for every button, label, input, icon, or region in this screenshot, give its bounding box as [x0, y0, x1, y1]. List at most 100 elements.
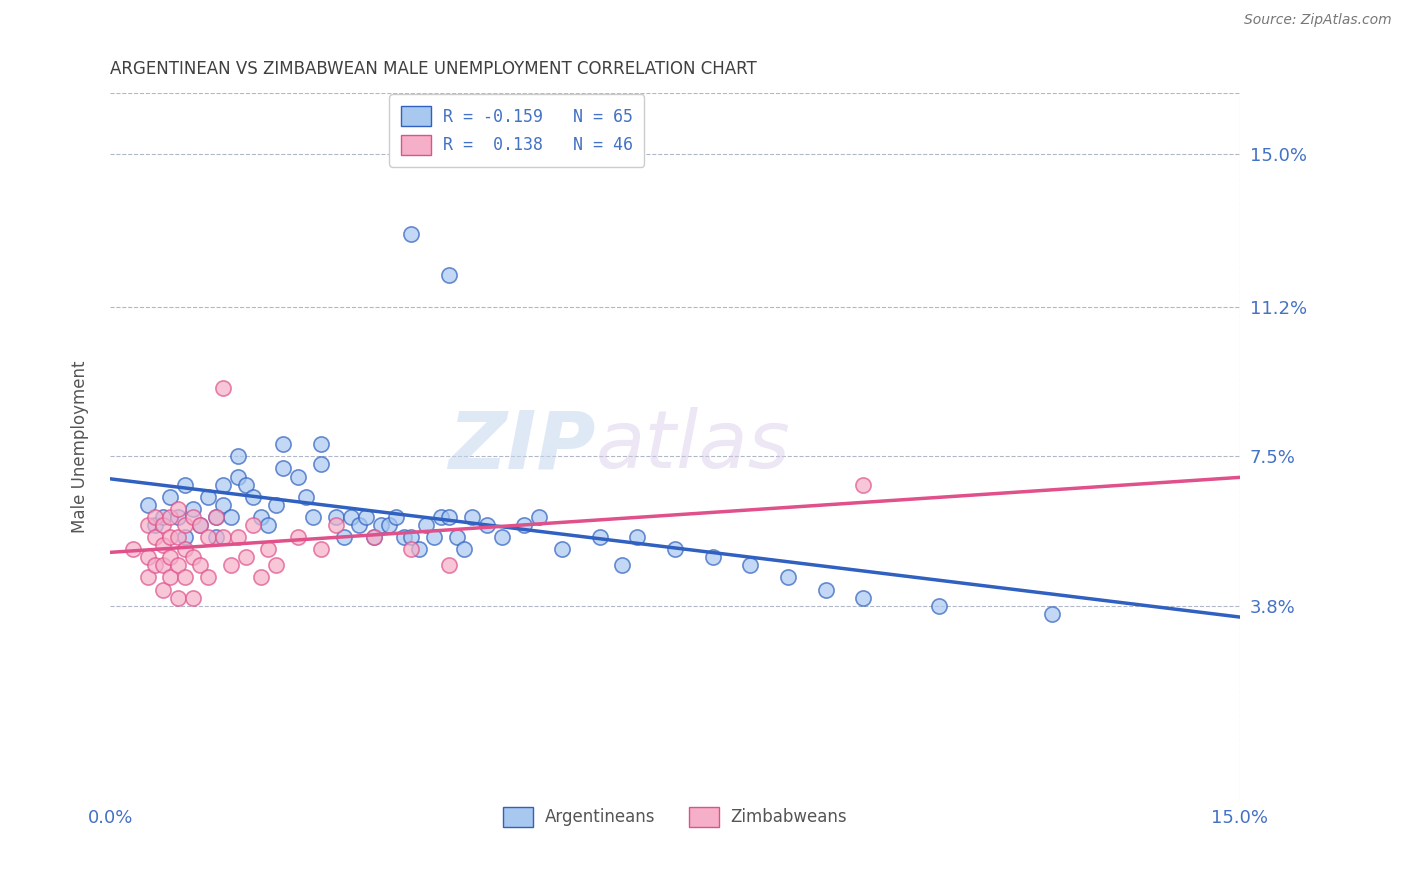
Point: [226, 530, 249, 544]
Point: [423, 530, 446, 544]
Point: [242, 518, 264, 533]
Point: [181, 550, 204, 565]
Point: [212, 498, 235, 512]
Point: [152, 518, 174, 533]
Point: [475, 518, 498, 533]
Point: [529, 510, 551, 524]
Point: [401, 542, 423, 557]
Point: [385, 510, 408, 524]
Point: [197, 530, 219, 544]
Point: [197, 490, 219, 504]
Point: [852, 591, 875, 605]
Point: [453, 542, 475, 557]
Point: [309, 437, 332, 451]
Point: [430, 510, 453, 524]
Point: [204, 530, 226, 544]
Point: [136, 498, 159, 512]
Point: [219, 558, 242, 573]
Point: [370, 518, 392, 533]
Point: [401, 227, 423, 242]
Point: [242, 490, 264, 504]
Point: [159, 530, 181, 544]
Text: ZIP: ZIP: [449, 408, 596, 485]
Point: [354, 510, 377, 524]
Point: [166, 530, 188, 544]
Point: [143, 558, 166, 573]
Point: [287, 469, 309, 483]
Point: [204, 510, 226, 524]
Point: [197, 570, 219, 584]
Point: [159, 550, 181, 565]
Point: [166, 501, 188, 516]
Legend: Argentineans, Zimbabweans: Argentineans, Zimbabweans: [496, 800, 853, 834]
Point: [212, 381, 235, 395]
Point: [190, 518, 212, 533]
Point: [302, 510, 325, 524]
Point: [347, 518, 370, 533]
Point: [287, 530, 309, 544]
Y-axis label: Male Unemployment: Male Unemployment: [72, 360, 89, 533]
Point: [143, 510, 166, 524]
Point: [174, 477, 197, 491]
Point: [271, 437, 294, 451]
Point: [249, 510, 271, 524]
Point: [136, 518, 159, 533]
Point: [363, 530, 385, 544]
Point: [143, 530, 166, 544]
Point: [181, 591, 204, 605]
Point: [212, 530, 235, 544]
Point: [551, 542, 574, 557]
Point: [928, 599, 950, 613]
Point: [190, 518, 212, 533]
Point: [664, 542, 686, 557]
Point: [226, 469, 249, 483]
Point: [212, 477, 235, 491]
Point: [166, 510, 188, 524]
Point: [166, 558, 188, 573]
Point: [612, 558, 634, 573]
Point: [295, 490, 318, 504]
Point: [226, 450, 249, 464]
Point: [776, 570, 799, 584]
Point: [174, 542, 197, 557]
Point: [1040, 607, 1063, 621]
Point: [166, 591, 188, 605]
Point: [235, 550, 257, 565]
Point: [159, 510, 181, 524]
Point: [437, 558, 460, 573]
Point: [408, 542, 430, 557]
Point: [740, 558, 762, 573]
Point: [377, 518, 399, 533]
Point: [309, 458, 332, 472]
Point: [446, 530, 468, 544]
Text: Source: ZipAtlas.com: Source: ZipAtlas.com: [1244, 13, 1392, 28]
Point: [152, 558, 174, 573]
Point: [152, 510, 174, 524]
Point: [626, 530, 648, 544]
Point: [152, 582, 174, 597]
Point: [249, 570, 271, 584]
Text: ARGENTINEAN VS ZIMBABWEAN MALE UNEMPLOYMENT CORRELATION CHART: ARGENTINEAN VS ZIMBABWEAN MALE UNEMPLOYM…: [110, 60, 756, 78]
Point: [814, 582, 837, 597]
Point: [219, 510, 242, 524]
Point: [257, 542, 280, 557]
Point: [121, 542, 143, 557]
Point: [174, 518, 197, 533]
Point: [332, 530, 354, 544]
Point: [159, 570, 181, 584]
Point: [491, 530, 513, 544]
Point: [437, 268, 460, 282]
Point: [588, 530, 610, 544]
Point: [136, 570, 159, 584]
Point: [401, 530, 423, 544]
Point: [702, 550, 724, 565]
Point: [460, 510, 482, 524]
Point: [181, 510, 204, 524]
Point: [340, 510, 363, 524]
Point: [152, 538, 174, 552]
Point: [392, 530, 415, 544]
Point: [190, 558, 212, 573]
Point: [264, 558, 287, 573]
Point: [159, 490, 181, 504]
Point: [204, 510, 226, 524]
